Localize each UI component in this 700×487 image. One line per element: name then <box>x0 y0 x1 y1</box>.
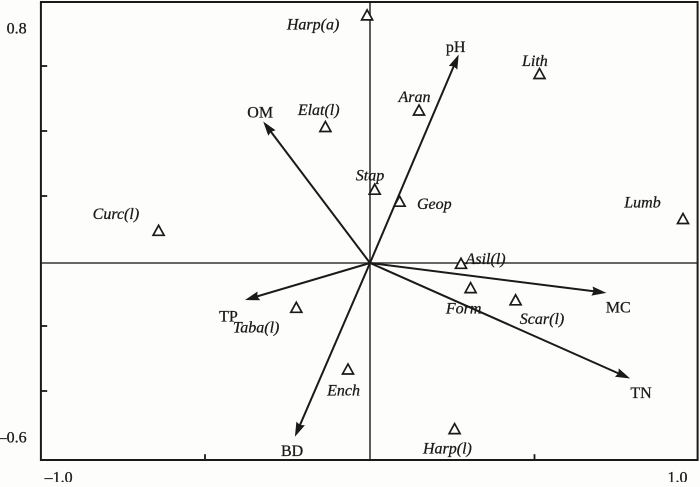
svg-text:–1.0: –1.0 <box>44 470 73 483</box>
svg-text:TN: TN <box>630 385 652 402</box>
svg-text:TP: TP <box>219 309 238 326</box>
svg-text:Asil(l): Asil(l) <box>465 251 506 268</box>
svg-text:OM: OM <box>247 104 273 121</box>
svg-text:BD: BD <box>281 443 303 460</box>
svg-text:Lith: Lith <box>521 53 548 70</box>
svg-text:1.0: 1.0 <box>668 470 688 483</box>
svg-text:Lumb: Lumb <box>623 195 660 212</box>
svg-text:Elat(l): Elat(l) <box>297 102 340 119</box>
svg-text:Ench: Ench <box>326 383 360 400</box>
svg-text:pH: pH <box>446 39 466 56</box>
svg-text:Scar(l): Scar(l) <box>520 311 564 328</box>
svg-text:Harp(a): Harp(a) <box>286 17 339 34</box>
svg-text:0.8: 0.8 <box>7 20 27 37</box>
svg-text:–0.6: –0.6 <box>0 429 27 446</box>
svg-text:Form: Form <box>445 301 482 318</box>
svg-text:Stap: Stap <box>356 168 384 185</box>
svg-text:Harp(l): Harp(l) <box>422 440 472 457</box>
svg-text:Curc(l): Curc(l) <box>93 206 140 223</box>
svg-text:Geop: Geop <box>417 196 452 213</box>
svg-text:Aran: Aran <box>398 89 431 106</box>
svg-text:Taba(l): Taba(l) <box>233 319 280 336</box>
svg-text:MC: MC <box>606 299 631 316</box>
